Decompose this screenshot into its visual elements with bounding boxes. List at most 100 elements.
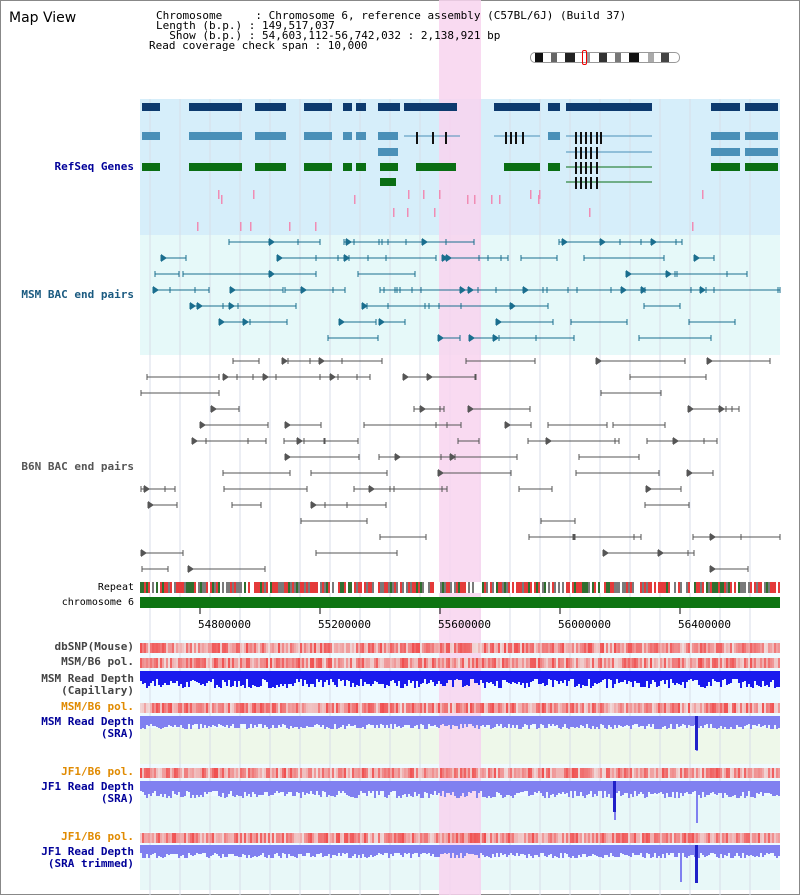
track-label-msm-depth-sra[interactable]: MSM Read Depth <box>41 715 134 728</box>
msm-b6-pol-strip <box>276 658 278 668</box>
jf1-depth-trimmed-bar <box>776 845 778 858</box>
msm-b6-pol-strip <box>354 658 356 668</box>
jf1-b6-pol2-strip <box>624 833 626 843</box>
exon-marker <box>596 147 598 159</box>
msm-depth-capillary-bar <box>202 671 204 684</box>
dbsnp-strip <box>708 643 710 653</box>
jf1-depth-sra-bar <box>458 781 460 798</box>
jf1-depth-sra-bar <box>260 781 262 795</box>
jf1-b6-pol2-strip <box>540 833 542 843</box>
msm-b6-pol-strip <box>394 658 396 668</box>
repeat-segment <box>650 582 652 593</box>
jf1-depth-sra-bar <box>694 781 696 791</box>
msm-b6-pol-strip <box>502 658 504 668</box>
dbsnp-strip <box>714 643 716 653</box>
msm-b6-pol-strip <box>774 658 776 668</box>
jf1-b6-pol2-strip <box>474 833 476 843</box>
msm-depth-capillary-bar <box>596 671 598 684</box>
msm-depth-sra-bar <box>196 716 198 724</box>
msm-b6-pol-strip <box>448 658 450 668</box>
msm-depth-sra-bar <box>690 716 692 726</box>
jf1-b6-pol-strip <box>530 768 532 778</box>
jf1-b6-pol-strip <box>416 768 418 778</box>
refseq-gene-mid2-exon <box>745 148 778 156</box>
jf1-b6-pol-strip <box>174 768 176 778</box>
msm-depth-sra-bar <box>430 716 432 726</box>
jf1-b6-pol-strip <box>504 768 506 778</box>
msm-depth-capillary-bar <box>718 671 720 682</box>
msm-b6-pol-strip <box>172 658 174 668</box>
track-label-jf1-b6-pol[interactable]: JF1/B6 pol. <box>61 765 134 778</box>
msm-depth-sra-bar <box>688 716 690 725</box>
track-label-jf1-depth-sra[interactable]: JF1 Read Depth <box>41 780 134 793</box>
jf1-depth-sra-bar <box>602 781 604 798</box>
dbsnp-strip <box>160 643 162 653</box>
msm-depth-capillary-bar <box>356 671 358 685</box>
jf1-depth-sra-bar <box>728 781 730 797</box>
jf1-depth-sra-bar <box>242 781 244 798</box>
track-label-msm-b6-pol-sra[interactable]: MSM/B6 pol. <box>61 700 134 713</box>
track-label-b6n-bac[interactable]: B6N BAC end pairs <box>21 460 134 473</box>
jf1-depth-sra-bar <box>742 781 744 792</box>
track-label-msm-bac[interactable]: MSM BAC end pairs <box>21 288 134 301</box>
jf1-b6-pol-strip <box>506 768 508 778</box>
jf1-b6-pol2-strip <box>156 833 158 843</box>
msm-depth-sra-bar <box>554 716 556 726</box>
msm-depth-capillary-bar <box>608 671 610 679</box>
b6n-bac-pair-arrow <box>687 469 693 477</box>
msm-depth-capillary-bar <box>284 671 286 684</box>
msm-depth-sra-bar <box>184 716 186 729</box>
track-label-dbsnp[interactable]: dbSNP(Mouse) <box>54 640 134 653</box>
chromosome-ideogram[interactable] <box>530 52 680 63</box>
track-label-chromosome[interactable]: chromosome 6 <box>61 597 134 608</box>
track-label-msm-b6-pol[interactable]: MSM/B6 pol. <box>61 655 134 668</box>
jf1-b6-pol-strip <box>524 768 526 778</box>
msm-b6-pol-strip <box>504 658 506 668</box>
msm-b6-pol-strip <box>526 658 528 668</box>
track-label-msm-depth-capillary[interactable]: MSM Read Depth <box>41 672 134 685</box>
msm-depth-sra-bar <box>628 716 630 726</box>
jf1-b6-pol2-strip <box>284 833 286 843</box>
track-label-jf1-b6-pol-2[interactable]: JF1/B6 pol. <box>61 830 134 843</box>
msm-depth-sra-bar <box>710 716 712 724</box>
repeat-segment <box>146 582 148 593</box>
repeat-segment <box>576 582 578 593</box>
track-label-repeat[interactable]: Repeat <box>97 582 134 593</box>
jf1-depth-trimmed-bar <box>232 845 234 854</box>
jf1-b6-pol-strip <box>246 768 248 778</box>
jf1-depth-trimmed-bar <box>662 845 664 854</box>
jf1-depth-trimmed-bar <box>276 845 278 853</box>
jf1-b6-pol-strip <box>534 768 536 778</box>
msm-depth-sra-bar <box>278 716 280 725</box>
msm-b6-pol-strip <box>766 658 768 668</box>
msm-b6-pol-sra-strip <box>568 703 570 713</box>
dbsnp-strip <box>392 643 394 653</box>
msm-b6-pol-strip <box>706 658 708 668</box>
jf1-depth-trimmed-bar <box>322 845 324 857</box>
track-label-jf1-depth-sra-sub: (SRA) <box>100 792 134 805</box>
msm-depth-sra-bar <box>740 716 742 727</box>
dbsnp-strip <box>186 643 188 653</box>
dbsnp-strip <box>182 643 184 653</box>
jf1-b6-pol-strip <box>642 768 644 778</box>
jf1-b6-pol-strip <box>466 768 468 778</box>
repeat-segment <box>706 582 708 593</box>
jf1-depth-trimmed-bar <box>304 845 306 856</box>
repeat-segment <box>140 582 142 593</box>
msm-b6-pol-strip <box>250 658 252 668</box>
msm-b6-pol-sra-strip <box>618 703 620 713</box>
track-label-refseq[interactable]: RefSeq Genes <box>54 160 134 173</box>
msm-depth-capillary-bar <box>732 671 734 679</box>
jf1-depth-trimmed-bar <box>350 845 352 858</box>
msm-b6-pol-strip <box>358 658 360 668</box>
repeat-segment <box>170 582 172 593</box>
msm-b6-pol-strip <box>252 658 254 668</box>
track-label-jf1-depth-trimmed[interactable]: JF1 Read Depth <box>41 845 134 858</box>
jf1-b6-pol-strip <box>778 768 780 778</box>
msm-depth-capillary-bar <box>400 671 402 688</box>
msm-depth-capillary-bar <box>254 671 256 686</box>
msm-b6-pol-sra-strip <box>446 703 448 713</box>
jf1-b6-pol2-strip <box>306 833 308 843</box>
repeat-segment <box>350 582 352 593</box>
